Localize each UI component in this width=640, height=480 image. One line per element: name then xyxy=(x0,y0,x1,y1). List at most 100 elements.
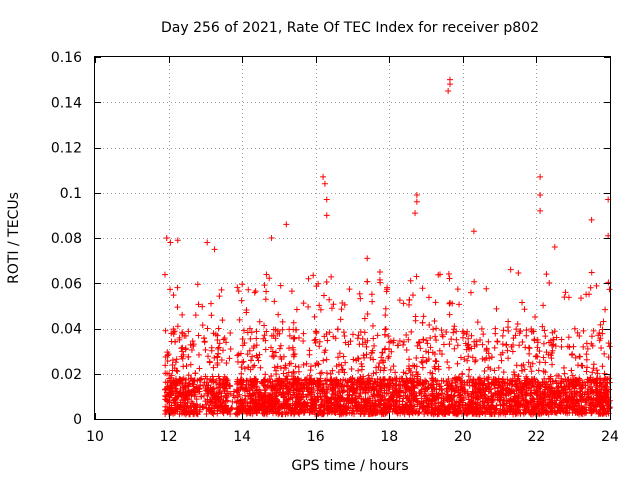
data-point xyxy=(597,321,604,328)
data-point xyxy=(382,305,389,312)
data-point xyxy=(366,405,373,412)
data-point xyxy=(504,347,511,354)
data-point xyxy=(416,400,423,407)
data-point xyxy=(562,397,569,404)
data-point xyxy=(326,329,333,336)
data-point xyxy=(540,404,547,411)
data-point xyxy=(499,401,506,408)
data-point xyxy=(594,370,601,377)
data-point xyxy=(454,360,461,367)
data-point xyxy=(312,398,319,405)
data-point xyxy=(437,383,444,390)
data-point xyxy=(189,338,196,345)
data-point xyxy=(221,335,228,342)
data-point xyxy=(449,380,456,387)
data-point xyxy=(194,384,201,391)
data-point xyxy=(324,337,331,344)
data-point xyxy=(431,317,438,324)
data-point xyxy=(468,345,475,352)
y-tick-label: 0.04 xyxy=(51,322,82,338)
data-point xyxy=(535,379,542,386)
data-point xyxy=(460,407,467,414)
data-point xyxy=(290,368,297,375)
data-point xyxy=(334,403,341,410)
data-point xyxy=(194,281,201,288)
data-point xyxy=(544,401,551,408)
data-point xyxy=(583,356,590,363)
data-point xyxy=(318,401,325,408)
data-point xyxy=(287,391,294,398)
data-point xyxy=(262,396,269,403)
data-point xyxy=(542,359,549,366)
data-point xyxy=(429,385,436,392)
data-point xyxy=(204,398,211,405)
data-point xyxy=(390,380,397,387)
data-point xyxy=(520,361,527,368)
data-point xyxy=(369,298,376,305)
data-point xyxy=(291,351,298,358)
data-point xyxy=(583,340,590,347)
data-point xyxy=(364,255,371,262)
data-point xyxy=(481,392,488,399)
data-point xyxy=(293,394,300,401)
data-point xyxy=(456,301,463,308)
data-point xyxy=(286,360,293,367)
data-point xyxy=(481,391,488,398)
data-point xyxy=(525,344,532,351)
data-point xyxy=(594,380,601,387)
data-point xyxy=(314,410,321,417)
data-point xyxy=(322,347,329,354)
data-point xyxy=(385,390,392,397)
data-point xyxy=(261,322,268,329)
data-point xyxy=(445,404,452,411)
data-point xyxy=(503,400,510,407)
data-point xyxy=(510,411,517,418)
data-point xyxy=(540,354,547,361)
data-point xyxy=(246,325,253,332)
data-point xyxy=(203,411,210,418)
data-point xyxy=(527,379,534,386)
data-point xyxy=(536,409,543,416)
data-point xyxy=(277,342,284,349)
data-point xyxy=(163,235,170,241)
data-point xyxy=(406,377,413,384)
data-point xyxy=(549,361,556,368)
data-point xyxy=(447,299,454,306)
data-point xyxy=(223,339,230,346)
data-point xyxy=(289,406,296,413)
data-point xyxy=(377,367,384,374)
data-point xyxy=(597,390,604,397)
data-point xyxy=(300,300,307,307)
data-point xyxy=(549,385,556,392)
data-point xyxy=(521,386,528,393)
data-point xyxy=(597,379,604,386)
data-point xyxy=(224,409,231,416)
data-point xyxy=(448,336,455,343)
data-point xyxy=(568,390,575,397)
data-point xyxy=(315,396,322,403)
data-point xyxy=(557,401,564,408)
data-point xyxy=(263,328,270,335)
data-point xyxy=(588,269,595,276)
data-point xyxy=(173,367,180,374)
data-point xyxy=(357,295,364,302)
data-point xyxy=(592,401,599,408)
data-point xyxy=(262,371,269,378)
data-point xyxy=(523,380,530,387)
data-point xyxy=(223,359,230,366)
data-point xyxy=(248,396,255,403)
data-point xyxy=(550,341,557,348)
data-point xyxy=(355,367,362,374)
data-point xyxy=(441,403,448,410)
data-point xyxy=(420,381,427,388)
data-point xyxy=(323,212,330,219)
data-point xyxy=(558,343,565,350)
data-point xyxy=(528,390,535,397)
data-point xyxy=(238,364,245,371)
data-point xyxy=(300,338,307,345)
data-point xyxy=(162,396,169,403)
data-point xyxy=(387,338,394,345)
data-point xyxy=(274,363,281,370)
data-point xyxy=(362,390,369,397)
data-point xyxy=(192,370,199,377)
